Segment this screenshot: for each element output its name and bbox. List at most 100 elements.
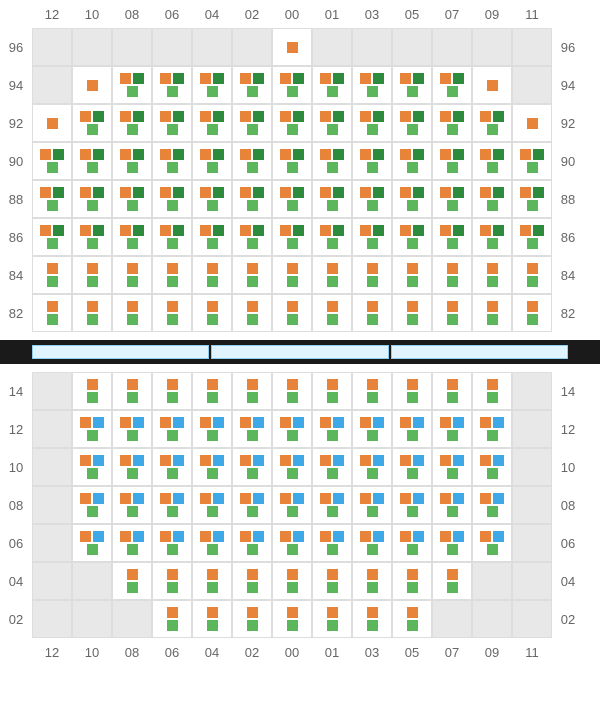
col-label: 12 <box>32 645 72 660</box>
grid-cell <box>152 104 192 142</box>
square-blue <box>493 493 504 504</box>
square-orange <box>367 569 378 580</box>
grid-cell <box>32 180 72 218</box>
square-green <box>127 124 138 135</box>
grid-cell <box>472 142 512 180</box>
square-orange <box>280 111 291 122</box>
grid-cell <box>112 562 152 600</box>
square-blue <box>373 455 384 466</box>
square-orange <box>440 493 451 504</box>
square-orange <box>80 149 91 160</box>
square-dark-green <box>213 73 224 84</box>
grid-cell <box>472 256 512 294</box>
square-blue <box>173 531 184 542</box>
square-green <box>287 392 298 403</box>
square-orange <box>320 149 331 160</box>
square-green <box>327 392 338 403</box>
row-label: 04 <box>0 562 32 600</box>
grid-cell <box>512 104 552 142</box>
square-dark-green <box>453 73 464 84</box>
square-green <box>407 162 418 173</box>
grid-cell <box>472 600 512 638</box>
square-green <box>447 276 458 287</box>
square-blue <box>133 493 144 504</box>
square-dark-green <box>53 149 64 160</box>
square-orange <box>440 187 451 198</box>
square-green <box>127 506 138 517</box>
grid-cell <box>312 180 352 218</box>
grid-cell <box>112 600 152 638</box>
square-orange <box>207 607 218 618</box>
square-orange <box>40 149 51 160</box>
grid-cell <box>72 372 112 410</box>
square-orange <box>400 493 411 504</box>
square-green <box>407 200 418 211</box>
grid-cell <box>512 372 552 410</box>
grid-cell <box>392 218 432 256</box>
square-green <box>247 506 258 517</box>
square-orange <box>367 607 378 618</box>
square-green <box>327 544 338 555</box>
square-orange <box>120 73 131 84</box>
square-orange <box>240 493 251 504</box>
bottom-col-axis: 12100806040200010305070911 <box>0 638 600 666</box>
grid-cell <box>152 486 192 524</box>
grid-cell <box>272 180 312 218</box>
col-label: 02 <box>232 7 272 22</box>
grid-cell <box>512 486 552 524</box>
square-blue <box>453 455 464 466</box>
row-label: 04 <box>552 562 584 600</box>
square-blue <box>173 493 184 504</box>
square-green <box>287 506 298 517</box>
grid-cell <box>512 28 552 66</box>
square-orange <box>120 531 131 542</box>
square-green <box>87 238 98 249</box>
square-orange <box>80 455 91 466</box>
grid-cell <box>312 142 352 180</box>
square-green <box>47 276 58 287</box>
square-orange <box>47 301 58 312</box>
grid-cell <box>272 104 312 142</box>
square-green <box>167 620 178 631</box>
square-orange <box>440 111 451 122</box>
grid-cell <box>232 524 272 562</box>
square-orange <box>360 531 371 542</box>
square-green <box>167 86 178 97</box>
square-orange <box>327 379 338 390</box>
grid-cell <box>432 256 472 294</box>
square-orange <box>287 301 298 312</box>
row-label: 08 <box>0 486 32 524</box>
grid-cell <box>192 28 232 66</box>
grid-cell <box>152 410 192 448</box>
square-green <box>447 506 458 517</box>
divider-segment <box>32 345 209 359</box>
square-orange <box>127 263 138 274</box>
grid-cell <box>472 104 512 142</box>
square-blue <box>93 417 104 428</box>
square-green <box>167 430 178 441</box>
grid-cell <box>232 142 272 180</box>
square-green <box>207 620 218 631</box>
grid-cell <box>512 142 552 180</box>
square-orange <box>287 569 298 580</box>
grid-cell <box>232 66 272 104</box>
grid-cell <box>72 448 112 486</box>
square-orange <box>167 569 178 580</box>
square-orange <box>480 225 491 236</box>
square-orange <box>280 531 291 542</box>
square-green <box>87 468 98 479</box>
col-label: 11 <box>512 7 552 22</box>
square-green <box>127 314 138 325</box>
row-label: 96 <box>552 28 584 66</box>
grid-cell <box>512 218 552 256</box>
grid-cell <box>192 372 232 410</box>
square-green <box>127 392 138 403</box>
grid-cell <box>112 256 152 294</box>
square-orange <box>447 569 458 580</box>
grid-cell <box>192 66 232 104</box>
col-label: 05 <box>392 7 432 22</box>
square-orange <box>400 455 411 466</box>
square-orange <box>527 118 538 129</box>
grid-cell <box>352 218 392 256</box>
square-green <box>447 392 458 403</box>
